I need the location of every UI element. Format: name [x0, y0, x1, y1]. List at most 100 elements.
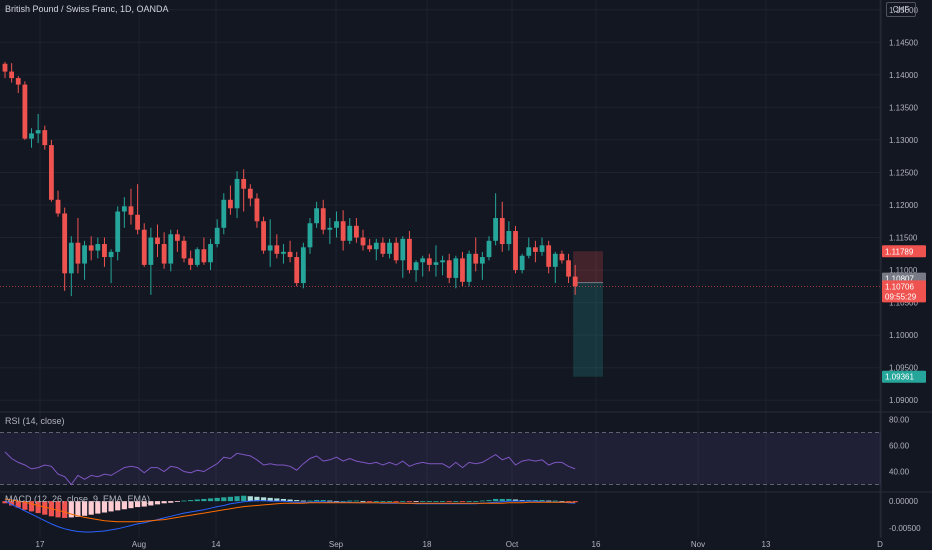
macd-histogram-bar: [552, 500, 558, 502]
candle-body: [287, 251, 293, 258]
macd-histogram-bar: [466, 501, 472, 502]
candle-body: [95, 244, 101, 251]
candle-body: [473, 253, 479, 264]
candle-body: [234, 178, 240, 209]
y-tick-label: 1.09000: [889, 396, 918, 405]
entry-price-label: 1.10807: [885, 275, 914, 284]
candle-body: [526, 247, 532, 256]
candle-body: [367, 245, 373, 250]
macd-histogram-bar: [479, 500, 485, 502]
macd-histogram-bar: [42, 501, 48, 515]
candle-body: [334, 221, 339, 228]
x-tick-label: Nov: [691, 540, 705, 549]
candle-body: [407, 238, 412, 271]
candle-body: [426, 258, 432, 265]
macd-histogram-bar: [88, 501, 94, 515]
macd-histogram-bar: [386, 501, 393, 502]
rsi-tick-label: 80.00: [889, 416, 910, 425]
candle-body: [393, 242, 399, 261]
y-tick-label: 1.10500: [889, 299, 918, 308]
macd-histogram-bar: [512, 499, 519, 502]
candle-body: [493, 218, 499, 241]
rsi-label: RSI (14, close): [5, 416, 65, 426]
candle-body: [2, 63, 8, 72]
last-price-label: 1.10706: [885, 282, 914, 291]
candle-body: [115, 211, 121, 252]
candle-body: [300, 247, 306, 284]
macd-histogram-bar: [473, 501, 479, 502]
candle-body: [433, 262, 439, 265]
macd-histogram-bar: [559, 501, 565, 502]
countdown-label: 09:55:29: [885, 292, 917, 301]
candle-body: [247, 188, 253, 199]
candle-body: [506, 231, 512, 245]
macd-histogram-bar: [459, 501, 466, 502]
candle-body: [572, 276, 578, 287]
macd-histogram-bar: [373, 501, 379, 502]
x-tick-label: Sep: [329, 540, 344, 549]
macd-histogram-bar: [532, 500, 538, 502]
macd-histogram-bar: [539, 500, 545, 502]
macd-histogram-bar: [188, 500, 194, 502]
macd-histogram-bar: [181, 500, 187, 502]
macd-histogram-bar: [108, 501, 114, 512]
macd-histogram-bar: [300, 500, 306, 502]
macd-histogram-bar: [413, 501, 419, 502]
y-tick-label: 1.15000: [889, 6, 918, 15]
rsi-band: [0, 432, 881, 485]
candle-body: [486, 240, 492, 258]
macd-histogram-bar: [148, 501, 154, 506]
y-tick-label: 1.10000: [889, 331, 918, 340]
candle-body: [320, 208, 326, 230]
macd-histogram-bar: [194, 499, 200, 502]
macd-histogram-bar: [433, 501, 439, 502]
x-tick-label: Oct: [506, 540, 519, 549]
macd-histogram-bar: [439, 501, 446, 502]
candle-body: [9, 71, 15, 79]
macd-signal-line: [4, 498, 576, 523]
currency-button[interactable]: CHF: [886, 2, 916, 17]
macd-histogram-bar: [499, 498, 505, 502]
candle-body: [29, 133, 34, 139]
macd-histogram-bar: [340, 501, 346, 502]
macd-histogram-bar: [9, 501, 15, 506]
macd-histogram-bar: [280, 498, 287, 502]
candle-body: [261, 221, 266, 251]
candle-body: [353, 225, 359, 238]
candle-body: [533, 247, 538, 252]
macd-histogram-bar: [400, 501, 406, 502]
macd-histogram-bar: [267, 497, 273, 502]
macd-histogram-bar: [493, 498, 499, 502]
macd-histogram-bar: [307, 500, 313, 502]
macd-histogram-bar: [367, 501, 373, 502]
macd-histogram-bar: [506, 498, 512, 502]
candle-body: [307, 223, 313, 248]
y-tick-label: 1.11000: [889, 266, 918, 275]
macd-histogram-bar: [327, 500, 333, 502]
stop-loss-zone: [573, 251, 603, 283]
candle-body: [373, 242, 379, 250]
candle-body: [214, 227, 220, 245]
candle-body: [513, 231, 518, 271]
macd-histogram-bar: [55, 501, 61, 518]
candle-body: [49, 145, 54, 200]
macd-histogram-bar: [274, 498, 280, 502]
last-price-bg: [882, 280, 926, 303]
macd-histogram-bar: [161, 501, 167, 504]
candle-body: [360, 237, 366, 246]
macd-histogram-bar: [214, 497, 220, 502]
x-tick-label: 16: [592, 540, 601, 549]
macd-histogram-bar: [234, 496, 240, 502]
macd-histogram-bar: [287, 499, 293, 502]
macd-histogram-bar: [28, 501, 35, 512]
macd-histogram-bar: [393, 501, 399, 502]
macd-histogram-bar: [2, 501, 8, 504]
candle-body: [121, 206, 127, 212]
candle-body: [55, 199, 61, 214]
macd-histogram-bar: [314, 500, 320, 502]
macd-histogram-bar: [201, 498, 207, 502]
y-tick-label: 1.12000: [889, 201, 918, 210]
y-tick-label: 1.14500: [889, 38, 918, 47]
x-tick-label: D: [877, 540, 883, 549]
